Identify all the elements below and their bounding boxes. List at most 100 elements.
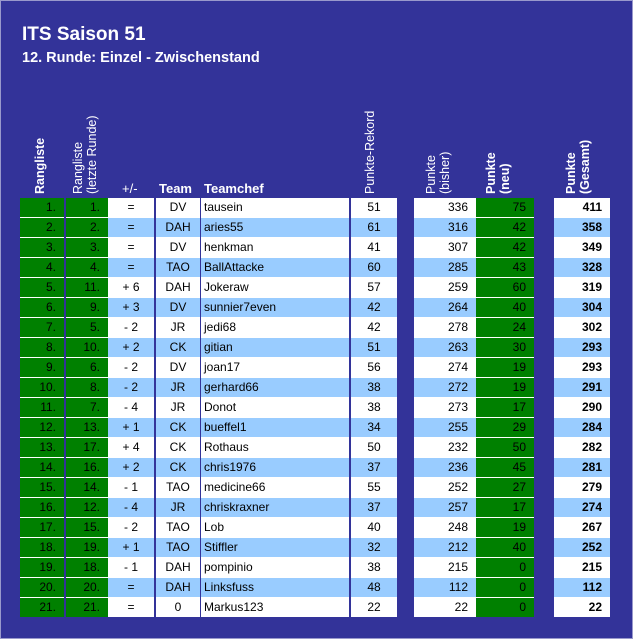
- column-rangliste: 1. 2. 3. 4. 5. 6. 7. 8. 9. 10. 11. 12. 13. 14. 15. 16. 1…: [20, 198, 64, 619]
- cell-punkte-bisher: 272: [414, 378, 476, 398]
- cell-punkte-bisher: 212: [414, 538, 476, 558]
- cell-punkte-neu: 27: [476, 478, 534, 498]
- cell-punkte-rekord: 55: [351, 478, 397, 498]
- cell-rank: 16.: [20, 498, 64, 518]
- cell-last-rank: 11.: [66, 278, 108, 298]
- cell-punkte-bisher: 248: [414, 518, 476, 538]
- cell-punkte-gesamt: 274: [554, 498, 610, 518]
- cell-rank: 12.: [20, 418, 64, 438]
- cell-punkte-rekord: 48: [351, 578, 397, 598]
- cell-punkte-gesamt: 22: [554, 598, 610, 617]
- cell-diff: - 4: [108, 398, 154, 418]
- cell-punkte-neu: 30: [476, 338, 534, 358]
- cell-last-rank: 3.: [66, 238, 108, 258]
- cell-rank: 5.: [20, 278, 64, 298]
- cell-team: DAH: [156, 278, 200, 298]
- cell-team: DAH: [156, 218, 200, 238]
- cell-team: TAO: [156, 538, 200, 558]
- cell-punkte-bisher: 263: [414, 338, 476, 358]
- cell-punkte-gesamt: 319: [554, 278, 610, 298]
- cell-punkte-bisher: 307: [414, 238, 476, 258]
- cell-punkte-gesamt: 358: [554, 218, 610, 238]
- cell-rank: 6.: [20, 298, 64, 318]
- cell-teamchef: Lob: [201, 518, 349, 538]
- header-punkte-neu-2: (neu): [498, 163, 512, 194]
- cell-diff: + 4: [108, 438, 154, 458]
- cell-team: TAO: [156, 478, 200, 498]
- cell-team: JR: [156, 498, 200, 518]
- cell-rank: 20.: [20, 578, 64, 598]
- cell-last-rank: 2.: [66, 218, 108, 238]
- cell-rank: 7.: [20, 318, 64, 338]
- cell-team: CK: [156, 418, 200, 438]
- cell-team: CK: [156, 438, 200, 458]
- cell-punkte-rekord: 61: [351, 218, 397, 238]
- cell-punkte-neu: 0: [476, 558, 534, 578]
- cell-punkte-bisher: 236: [414, 458, 476, 478]
- cell-punkte-rekord: 22: [351, 598, 397, 617]
- cell-punkte-rekord: 37: [351, 458, 397, 478]
- cell-punkte-rekord: 60: [351, 258, 397, 278]
- cell-punkte-rekord: 37: [351, 498, 397, 518]
- cell-punkte-gesamt: 112: [554, 578, 610, 598]
- cell-punkte-neu: 43: [476, 258, 534, 278]
- cell-punkte-neu: 45: [476, 458, 534, 478]
- cell-team: JR: [156, 398, 200, 418]
- cell-punkte-rekord: 41: [351, 238, 397, 258]
- cell-diff: - 2: [108, 318, 154, 338]
- cell-punkte-rekord: 42: [351, 318, 397, 338]
- cell-last-rank: 20.: [66, 578, 108, 598]
- column-punkte-neu: 75 42 42 43 60 40 24 30 19 19 17 29 50 45 27 17 19 40 0 0 0: [476, 198, 534, 619]
- cell-last-rank: 1.: [66, 198, 108, 218]
- cell-rank: 2.: [20, 218, 64, 238]
- cell-teamchef: pompinio: [201, 558, 349, 578]
- header-punkte-bisher-1: Punkte: [424, 155, 438, 194]
- header-punkte-neu-1: Punkte: [484, 152, 498, 194]
- cell-teamchef: Rothaus: [201, 438, 349, 458]
- cell-last-rank: 8.: [66, 378, 108, 398]
- cell-last-rank: 21.: [66, 598, 108, 617]
- header-plusminus: +/-: [122, 181, 138, 196]
- cell-punkte-neu: 19: [476, 378, 534, 398]
- cell-punkte-neu: 50: [476, 438, 534, 458]
- cell-rank: 1.: [20, 198, 64, 218]
- header-rangliste-letzte-2: (letzte Runde): [85, 115, 99, 194]
- cell-punkte-rekord: 57: [351, 278, 397, 298]
- cell-last-rank: 7.: [66, 398, 108, 418]
- cell-last-rank: 16.: [66, 458, 108, 478]
- cell-rank: 18.: [20, 538, 64, 558]
- cell-punkte-bisher: 232: [414, 438, 476, 458]
- cell-rank: 13.: [20, 438, 64, 458]
- cell-punkte-bisher: 278: [414, 318, 476, 338]
- cell-diff: =: [108, 218, 154, 238]
- cell-team: DV: [156, 298, 200, 318]
- cell-punkte-gesamt: 328: [554, 258, 610, 278]
- cell-team: DAH: [156, 558, 200, 578]
- cell-teamchef: medicine66: [201, 478, 349, 498]
- cell-rank: 14.: [20, 458, 64, 478]
- cell-teamchef: gitian: [201, 338, 349, 358]
- cell-team: DV: [156, 198, 200, 218]
- cell-punkte-bisher: 273: [414, 398, 476, 418]
- cell-diff: - 1: [108, 558, 154, 578]
- cell-diff: - 2: [108, 518, 154, 538]
- cell-punkte-rekord: 51: [351, 198, 397, 218]
- header-team: Team: [159, 181, 192, 196]
- cell-rank: 8.: [20, 338, 64, 358]
- cell-punkte-neu: 24: [476, 318, 534, 338]
- cell-last-rank: 10.: [66, 338, 108, 358]
- cell-team: JR: [156, 318, 200, 338]
- cell-punkte-rekord: 40: [351, 518, 397, 538]
- cell-punkte-gesamt: 290: [554, 398, 610, 418]
- cell-punkte-rekord: 38: [351, 558, 397, 578]
- cell-punkte-neu: 17: [476, 398, 534, 418]
- cell-punkte-neu: 0: [476, 578, 534, 598]
- cell-punkte-bisher: 259: [414, 278, 476, 298]
- cell-diff: =: [108, 598, 154, 617]
- cell-team: DV: [156, 358, 200, 378]
- cell-punkte-gesamt: 281: [554, 458, 610, 478]
- cell-last-rank: 19.: [66, 538, 108, 558]
- cell-last-rank: 6.: [66, 358, 108, 378]
- cell-teamchef: henkman: [201, 238, 349, 258]
- header-punkte-rekord: Punkte-Rekord: [363, 110, 377, 194]
